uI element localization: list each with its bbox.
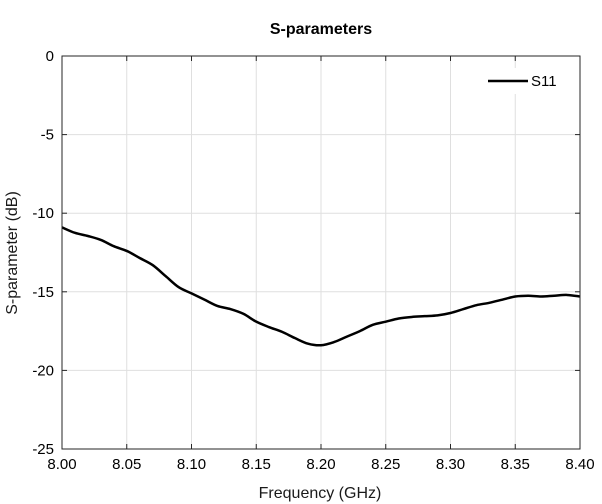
x-tick-label: 8.15 bbox=[242, 456, 271, 473]
legend-label-s11: S11 bbox=[531, 73, 557, 90]
y-axis-label: S-parameter (dB) bbox=[4, 191, 21, 315]
x-tick-label: 8.40 bbox=[565, 456, 594, 473]
x-tick-labels: 8.00 8.05 8.10 8.15 8.20 8.25 8.30 8.35 8.40 bbox=[47, 456, 594, 473]
y-tick-label: -10 bbox=[32, 205, 54, 222]
x-tick-label: 8.00 bbox=[47, 456, 76, 473]
series-layer bbox=[61, 226, 581, 347]
chart-title: S-parameters bbox=[270, 21, 372, 38]
x-tick-label: 8.35 bbox=[501, 456, 530, 473]
y-tick-label: -25 bbox=[32, 441, 54, 458]
y-tick-label: -20 bbox=[32, 362, 54, 379]
x-tick-label: 8.20 bbox=[306, 456, 335, 473]
y-tick-label: -15 bbox=[32, 284, 54, 301]
x-tick-label: 8.10 bbox=[177, 456, 206, 473]
legend: S11 bbox=[482, 68, 558, 94]
series-line-s11 bbox=[61, 226, 581, 347]
tick-marks bbox=[61, 55, 581, 450]
y-tick-label: 0 bbox=[46, 48, 54, 65]
x-tick-label: 8.25 bbox=[371, 456, 400, 473]
y-tick-label: -5 bbox=[41, 127, 54, 144]
x-axis-label: Frequency (GHz) bbox=[259, 485, 382, 502]
y-tick-labels: 0 -5 -10 -15 -20 -25 bbox=[32, 48, 54, 458]
x-tick-label: 8.30 bbox=[436, 456, 465, 473]
x-tick-label: 8.05 bbox=[112, 456, 141, 473]
grid-lines bbox=[62, 56, 580, 449]
